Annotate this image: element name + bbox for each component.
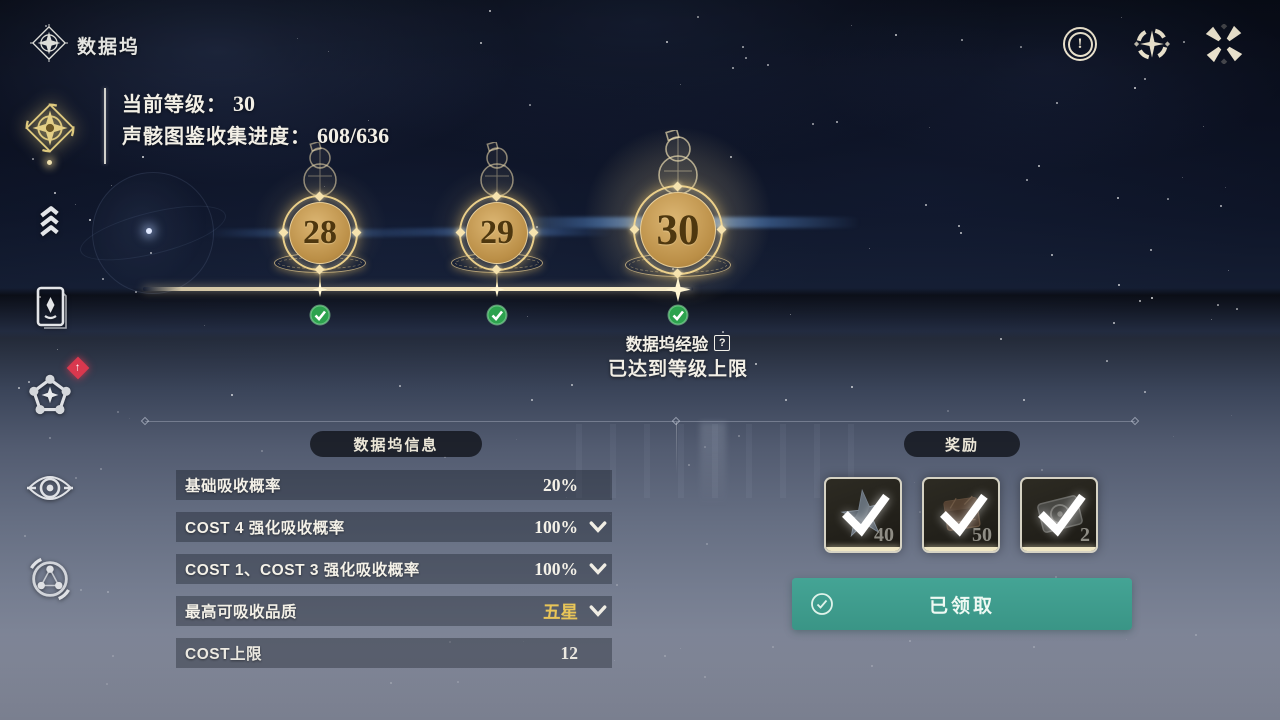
rewards-panel-title: 奖励 [904,431,1020,457]
card-bottom-glow [826,547,900,551]
databank-logo-icon [30,24,68,67]
reward-count: 2 [1080,524,1090,546]
sidebar-item-echo-cards[interactable] [22,280,78,336]
chevron-down-icon[interactable] [589,605,607,618]
claimed-check-icon [842,493,890,537]
sidebar-item-data-dock[interactable] [22,100,78,156]
node-level-number: 29 [480,214,514,251]
info-row-base-absorb-rate: 基础吸收概率 20% [176,470,612,500]
row-value-quality: 五星 [543,601,578,622]
light-spark [146,228,152,234]
sidebar-item-network[interactable] [22,551,78,607]
databank-exp-row: 数据坞经验 ? [578,331,778,355]
sidebar-item-formation[interactable]: ↑ [22,356,90,424]
claim-button-label: 已领取 [928,595,995,617]
node-stem [319,270,321,288]
info-row-cost-cap: COST上限 12 [176,638,612,668]
claimed-check-icon [940,493,988,537]
gourd-outline-icon [480,142,514,197]
level-track-line [143,287,693,291]
row-value: 20% [543,474,578,495]
info-row-max-quality[interactable]: 最高可吸收品质 五星 [176,596,612,626]
faint-planet [92,172,214,294]
notice-icon[interactable]: ! [1060,24,1100,64]
gourd-outline-icon [303,142,337,197]
chevron-down-icon[interactable] [589,521,607,534]
sidebar-item-tier-levels[interactable] [22,194,78,250]
node-ring: 30 [629,181,727,279]
info-panel-title: 数据坞信息 [310,431,482,457]
current-level-value: 30 [233,91,255,116]
row-value: 100% [534,558,578,579]
gourd-outline-icon [658,130,698,195]
chevron-down-icon[interactable] [589,563,607,576]
divider-drop-line [676,422,677,474]
reward-count: 40 [874,524,894,546]
active-indicator-dot [47,160,52,165]
claimed-check-icon [1038,493,1086,537]
databank-exp-label: 数据坞经验 [625,336,709,354]
burst-close-icon[interactable] [1204,24,1244,64]
page-header: 数据坞 [30,24,140,67]
track-diamond-spark [489,282,505,297]
section-divider [140,416,1140,426]
card-bottom-glow [924,547,998,551]
level-node-29[interactable]: 29 [435,142,559,337]
topbar-actions: ! [1060,24,1244,64]
milestone-check-icon [486,304,508,331]
node-ring: 29 [455,191,539,275]
reward-card-sealed-crate[interactable]: 50 [922,477,1000,553]
reward-card-data-disc[interactable]: 2 [1020,477,1098,553]
absorb-reticle-icon[interactable] [1132,24,1172,64]
row-value: 12 [560,642,579,663]
claim-button[interactable]: 已领取 [792,578,1132,630]
info-row-cost4-rate[interactable]: COST 4 强化吸收概率 100% [176,512,612,542]
track-diamond-spark [312,282,328,297]
milestone-check-icon [309,304,331,331]
collection-progress-label: 声骸图鉴收集进度： [122,126,311,148]
sidebar-item-emblem[interactable] [22,460,78,516]
milestone-check-icon [667,304,689,331]
node-ring: 28 [278,191,362,275]
level-node-28[interactable]: 28 [258,142,382,337]
row-value: 100% [534,516,578,537]
node-stem [496,270,498,288]
node-level-number: 28 [303,214,337,251]
reward-count: 50 [972,524,992,546]
node-level-number: 30 [656,206,700,254]
light-streak [700,422,726,506]
track-diamond-spark [665,277,691,302]
current-level-label: 当前等级： [122,94,227,116]
collection-progress-value: 608/636 [317,123,390,148]
info-row-cost1-cost3-rate[interactable]: COST 1、COST 3 强化吸收概率 100% [176,554,612,584]
reward-card-echo-shard[interactable]: 40 [824,477,902,553]
help-icon[interactable]: ? [714,335,731,351]
circle-check-icon [811,593,833,615]
page-title: 数据坞 [77,37,141,58]
level-cap-note: 已达到等级上限 [607,359,748,380]
card-bottom-glow [1022,547,1096,551]
stats-divider-line [104,88,106,164]
level-node-30-current[interactable]: 30 [616,130,740,340]
